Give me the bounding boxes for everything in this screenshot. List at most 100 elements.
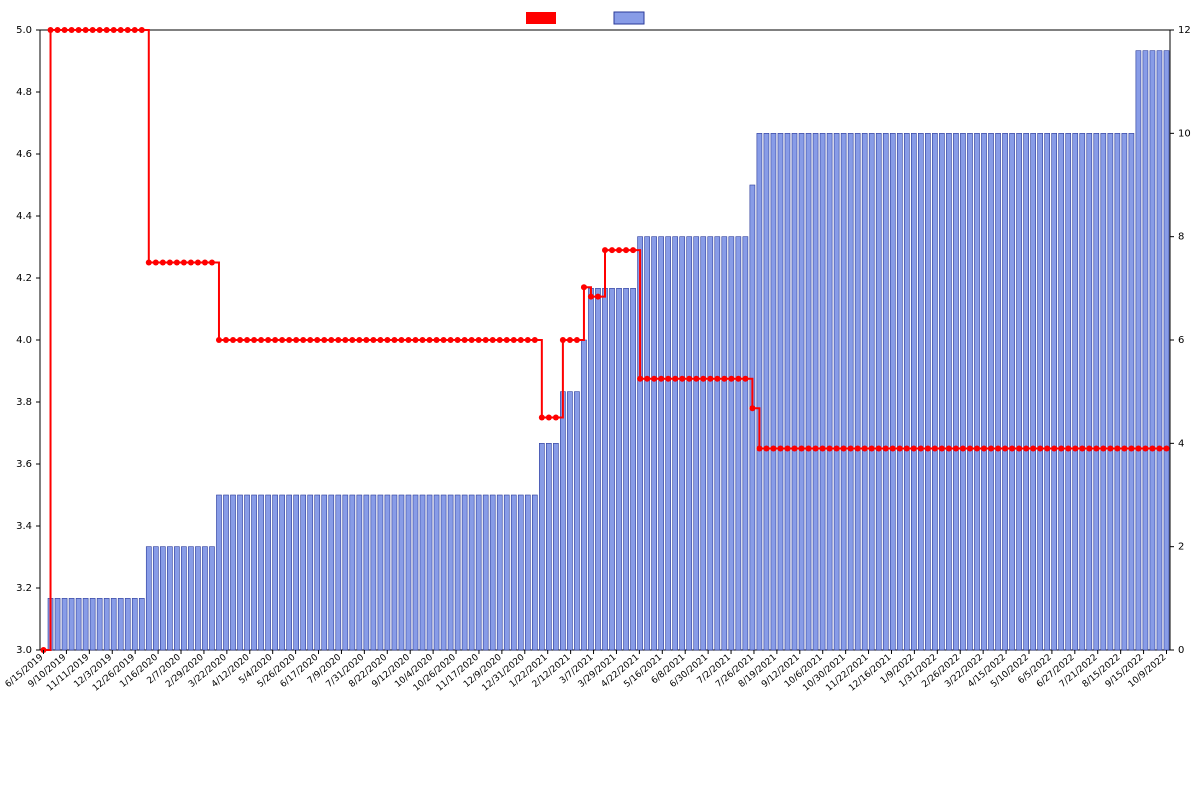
line-marker [588, 294, 594, 300]
bar [1136, 51, 1141, 650]
bar [294, 495, 299, 650]
line-marker [490, 337, 496, 343]
bar [125, 598, 130, 650]
bar [483, 495, 488, 650]
bar [659, 237, 664, 650]
line-marker [995, 446, 1001, 452]
bar [90, 598, 95, 650]
bar [287, 495, 292, 650]
line-marker [300, 337, 306, 343]
bar [1115, 133, 1120, 650]
bar [911, 133, 916, 650]
line-marker [244, 337, 250, 343]
bar [118, 598, 123, 650]
bar [764, 133, 769, 650]
bar [932, 133, 937, 650]
bar [715, 237, 720, 650]
bar [918, 133, 923, 650]
bar [1129, 133, 1134, 650]
line-marker [665, 376, 671, 382]
line-marker [925, 446, 931, 452]
bar [799, 133, 804, 650]
bar [188, 547, 193, 650]
bar [855, 133, 860, 650]
bar [729, 237, 734, 650]
line-marker [216, 337, 222, 343]
bar [953, 133, 958, 650]
line-marker [209, 260, 215, 266]
line-marker [1093, 446, 1099, 452]
line-marker [497, 337, 503, 343]
bar [722, 237, 727, 650]
line-marker [883, 446, 889, 452]
bar [560, 392, 565, 650]
line-marker [118, 27, 124, 33]
bar [897, 133, 902, 650]
line-marker [314, 337, 320, 343]
y-right-tick-label: 2 [1178, 542, 1184, 553]
bar [230, 495, 235, 650]
bar [1052, 133, 1057, 650]
bar [743, 237, 748, 650]
line-marker [476, 337, 482, 343]
bar [988, 133, 993, 650]
line-marker [672, 376, 678, 382]
bar [694, 237, 699, 650]
line-marker [405, 337, 411, 343]
bar [883, 133, 888, 650]
line-marker [1142, 446, 1148, 452]
line-marker [834, 446, 840, 452]
bar [280, 495, 285, 650]
legend-swatch-line [526, 12, 556, 24]
line-marker [735, 376, 741, 382]
bar [245, 495, 250, 650]
line-marker [1114, 446, 1120, 452]
bar [925, 133, 930, 650]
bar [567, 392, 572, 650]
bar [301, 495, 306, 650]
bar [553, 443, 558, 650]
line-marker [69, 27, 75, 33]
line-marker [504, 337, 510, 343]
line-marker [595, 294, 601, 300]
line-marker [756, 446, 762, 452]
line-marker [546, 415, 552, 421]
line-marker [1072, 446, 1078, 452]
bar [181, 547, 186, 650]
bar [448, 495, 453, 650]
line-marker [1009, 446, 1015, 452]
line-marker [363, 337, 369, 343]
bar [371, 495, 376, 650]
y-axis-right: 024681012 [1170, 25, 1191, 656]
bar [778, 133, 783, 650]
line-marker [777, 446, 783, 452]
bar [680, 237, 685, 650]
line-marker [897, 446, 903, 452]
line-marker [792, 446, 798, 452]
line-marker [518, 337, 524, 343]
line-marker [279, 337, 285, 343]
line-marker [412, 337, 418, 343]
bar [574, 392, 579, 650]
bar [350, 495, 355, 650]
bar [490, 495, 495, 650]
bar [996, 133, 1001, 650]
bar [1059, 133, 1064, 650]
line-marker [714, 376, 720, 382]
y-left-tick-label: 4.6 [16, 149, 32, 160]
line-marker [104, 27, 110, 33]
bar [357, 495, 362, 650]
bar [939, 133, 944, 650]
y-left-tick-label: 4.0 [16, 335, 32, 346]
bar [202, 547, 207, 650]
chart-svg: 3.03.23.43.63.84.04.24.44.64.85.00246810… [0, 0, 1200, 800]
line-marker [462, 337, 468, 343]
line-marker [567, 337, 573, 343]
line-marker [1107, 446, 1113, 452]
line-marker [560, 337, 566, 343]
bar [539, 443, 544, 650]
line-marker [574, 337, 580, 343]
line-marker [904, 446, 910, 452]
line-marker [848, 446, 854, 452]
bar [820, 133, 825, 650]
